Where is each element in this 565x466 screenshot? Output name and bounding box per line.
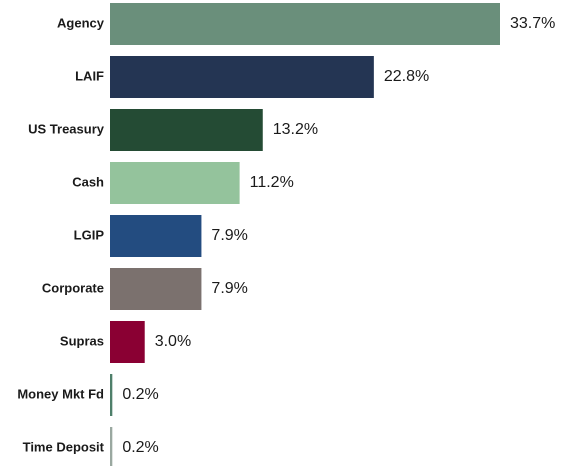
value-label: 7.9% xyxy=(211,227,247,244)
bar xyxy=(110,109,263,151)
category-label: Supras xyxy=(60,333,104,348)
bar xyxy=(110,321,145,363)
category-label: Money Mkt Fd xyxy=(17,386,104,401)
bar xyxy=(110,374,113,416)
category-label: Agency xyxy=(57,15,105,30)
value-label: 7.9% xyxy=(211,280,247,297)
value-label: 22.8% xyxy=(384,68,429,85)
value-label: 11.2% xyxy=(250,174,294,191)
value-label: 33.7% xyxy=(510,15,555,32)
category-label: LAIF xyxy=(75,68,104,83)
category-label: LGIP xyxy=(74,227,105,242)
category-label: Time Deposit xyxy=(23,439,105,454)
bar xyxy=(110,268,202,310)
value-label: 0.2% xyxy=(122,386,158,403)
value-label: 13.2% xyxy=(273,121,318,138)
category-label: US Treasury xyxy=(28,121,105,136)
bar xyxy=(110,56,374,98)
bar xyxy=(110,3,500,45)
category-label: Cash xyxy=(72,174,104,189)
value-label: 3.0% xyxy=(155,333,191,350)
value-label: 0.2% xyxy=(122,439,158,456)
category-label: Corporate xyxy=(42,280,104,295)
bar xyxy=(110,215,202,257)
bar xyxy=(110,162,240,204)
bar xyxy=(110,427,113,466)
